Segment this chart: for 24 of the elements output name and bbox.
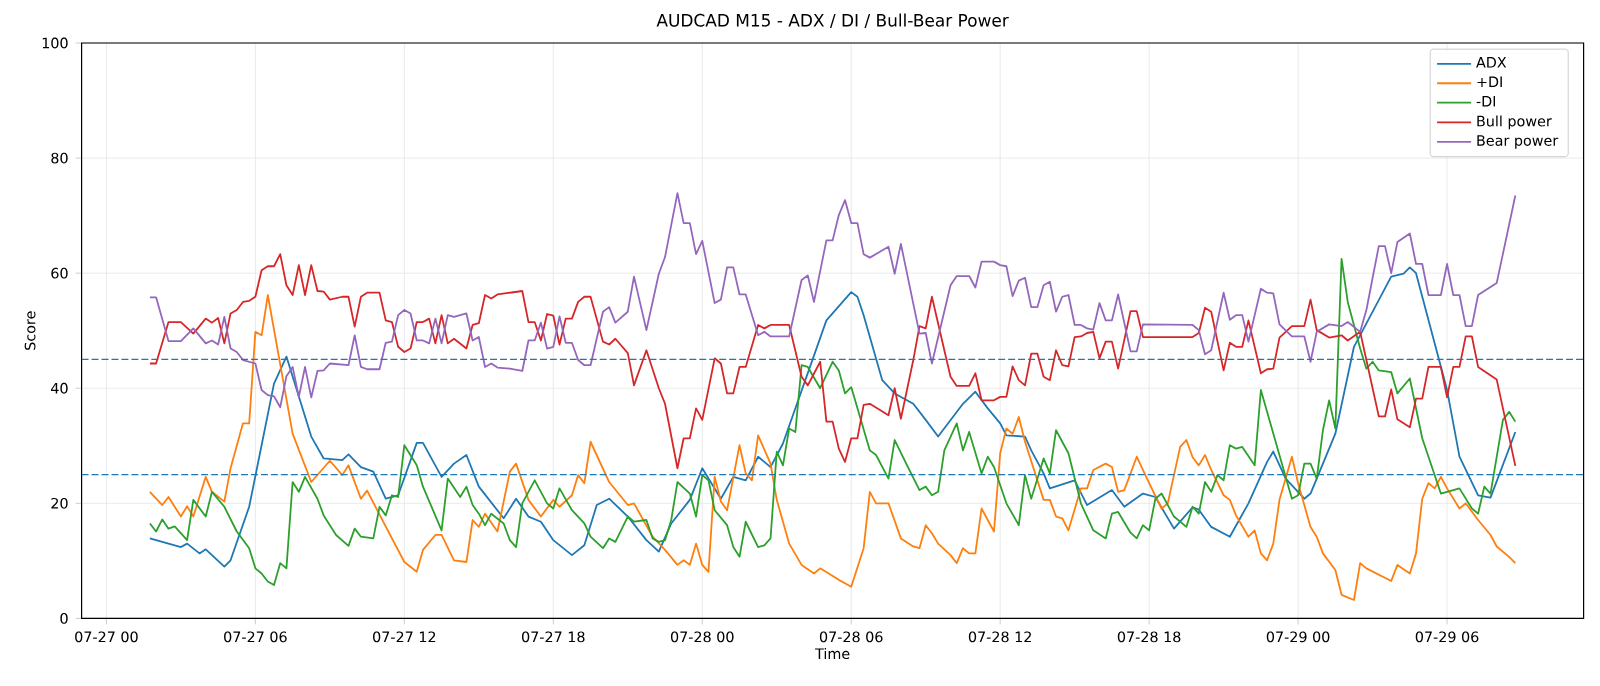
legend-label: +DI <box>1477 76 1502 87</box>
y-tick-label: 60 <box>51 267 68 279</box>
y-tick-label: 80 <box>51 152 68 164</box>
x-tick-label: 07-29 06 <box>1415 631 1479 643</box>
y-tick-label: 20 <box>51 497 68 509</box>
y-tick-label: 100 <box>42 37 68 49</box>
y-tick-label: 40 <box>51 382 68 394</box>
chart-title: AUDCAD M15 - ADX / DI / Bull-Bear Power <box>656 13 1009 28</box>
legend-label: Bull power <box>1477 115 1552 130</box>
x-tick-label: 07-27 06 <box>224 631 287 643</box>
x-tick-label: 07-28 12 <box>968 631 1031 643</box>
y-axis-title: Score <box>24 311 36 350</box>
x-tick-label: 07-27 00 <box>75 631 138 643</box>
x-tick-label: 07-28 06 <box>819 631 883 643</box>
legend-label: Bear power <box>1477 135 1559 149</box>
x-tick-label: 07-28 18 <box>1117 631 1181 643</box>
legend-label: ADX <box>1476 57 1507 68</box>
legend-label: -DI <box>1476 95 1496 107</box>
x-tick-label: 07-28 00 <box>670 631 734 643</box>
x-tick-label: 07-27 18 <box>521 631 585 643</box>
x-tick-label: 07-27 12 <box>373 631 436 643</box>
x-tick-label: 07-29 00 <box>1266 631 1330 643</box>
x-axis-title: Time <box>815 647 850 660</box>
y-tick-label: 0 <box>60 612 68 624</box>
